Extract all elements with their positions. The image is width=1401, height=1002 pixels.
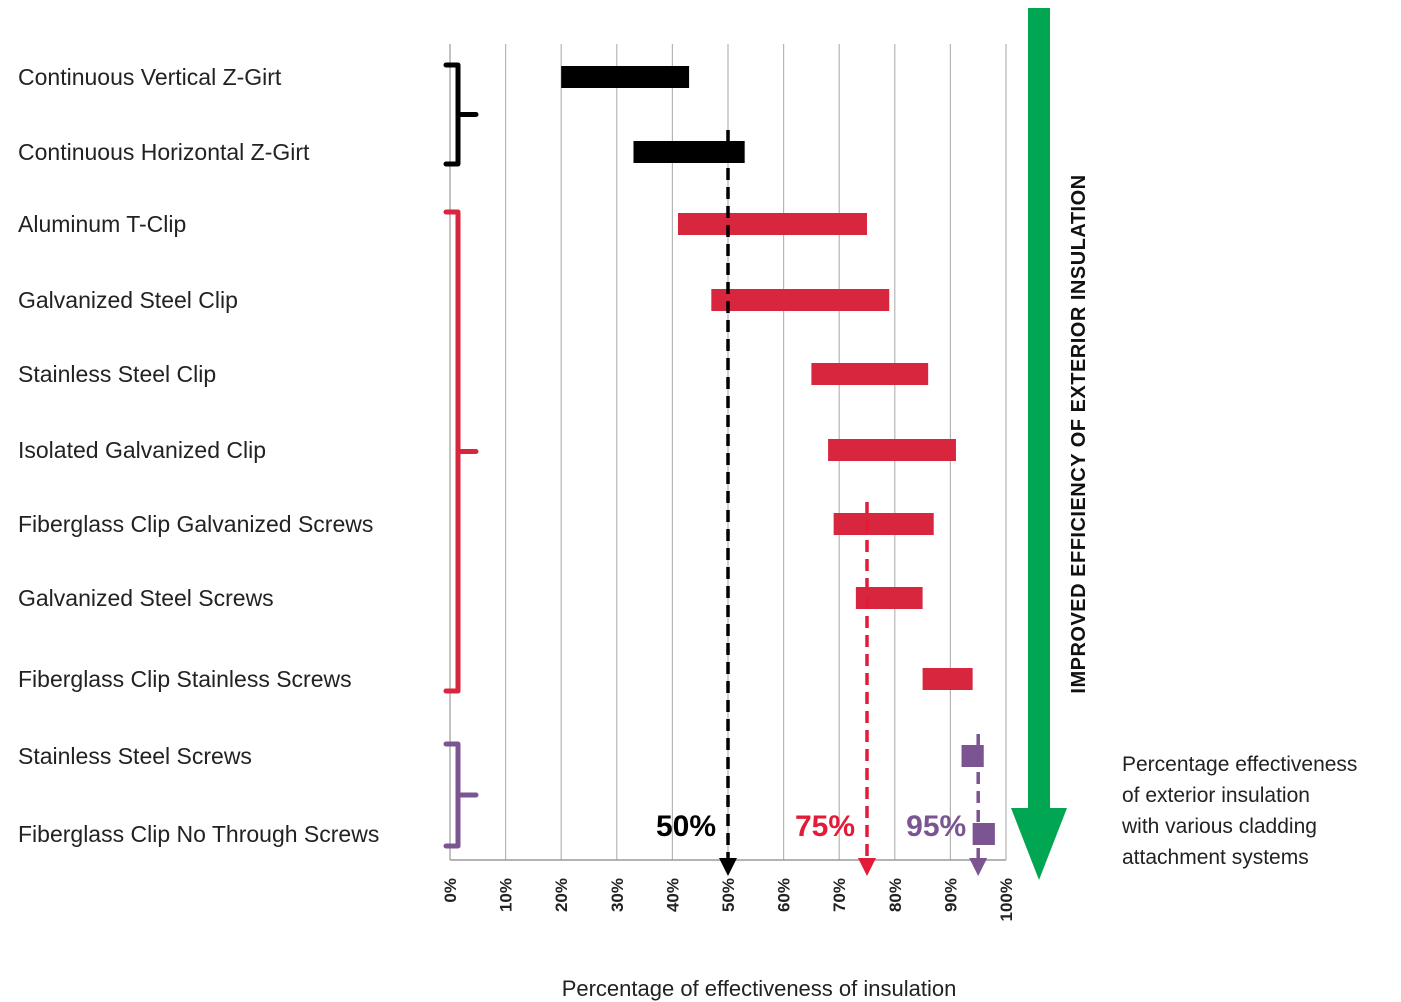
- range-bar: [711, 289, 890, 311]
- category-labels: Continuous Vertical Z-Girt Continuous Hor…: [18, 64, 379, 847]
- x-tick-labels: 0% 10% 20% 30% 40% 50% 60% 70% 80% 90% 100%: [441, 878, 1016, 921]
- category-label: Stainless Steel Clip: [18, 361, 216, 387]
- category-label: Stainless Steel Screws: [18, 743, 252, 769]
- group-bracket: [443, 209, 479, 694]
- range-bar: [561, 66, 690, 88]
- x-tick-label: 0%: [441, 878, 460, 903]
- marker-label: 75%: [795, 810, 855, 843]
- efficiency-arrow: IMPROVED EFFICIENCY OF EXTERIOR INSULATI…: [1011, 8, 1090, 880]
- marker-arrowhead: [719, 858, 737, 876]
- group-bracket: [443, 62, 479, 167]
- caption-line: with various cladding: [1121, 815, 1317, 838]
- range-bar: [633, 141, 745, 163]
- marker-label: 50%: [656, 810, 716, 843]
- x-tick-label: 90%: [941, 878, 960, 912]
- category-label: Fiberglass Clip Galvanized Screws: [18, 511, 373, 537]
- x-tick-label: 70%: [830, 878, 849, 912]
- range-bar: [677, 213, 867, 235]
- threshold-markers: 50% 75% 95%: [656, 130, 988, 876]
- range-bar: [972, 823, 995, 845]
- x-tick-label: 50%: [719, 878, 738, 912]
- category-label: Galvanized Steel Clip: [18, 287, 238, 313]
- category-label: Continuous Horizontal Z-Girt: [18, 139, 310, 165]
- x-tick-label: 60%: [775, 878, 794, 912]
- x-tick-label: 40%: [663, 878, 682, 912]
- category-label: Isolated Galvanized Clip: [18, 437, 266, 463]
- marker-label: 95%: [906, 810, 966, 843]
- efficiency-arrow-head: [1011, 808, 1067, 880]
- x-axis-title: Percentage of effectiveness of insulatio…: [562, 976, 957, 1001]
- range-bar: [828, 439, 956, 461]
- x-tick-label: 30%: [608, 878, 627, 912]
- caption-line: Percentage effectiveness: [1122, 753, 1357, 776]
- x-tick-label: 10%: [497, 878, 516, 912]
- chart-caption: Percentage effectiveness of exterior insu…: [1121, 753, 1357, 869]
- range-bar: [811, 363, 929, 385]
- efficiency-arrow-label: IMPROVED EFFICIENCY OF EXTERIOR INSULATI…: [1068, 174, 1090, 693]
- x-tick-label: 100%: [997, 878, 1016, 921]
- range-bar: [961, 745, 984, 767]
- x-tick-label: 80%: [886, 878, 905, 912]
- efficiency-arrow-shaft: [1028, 8, 1050, 808]
- category-label: Aluminum T-Clip: [18, 211, 186, 237]
- category-label: Continuous Vertical Z-Girt: [18, 64, 282, 90]
- caption-line: attachment systems: [1122, 846, 1309, 869]
- group-bracket: [443, 741, 479, 849]
- group-brackets: [443, 62, 479, 849]
- range-bar: [922, 668, 973, 690]
- category-label: Fiberglass Clip No Through Screws: [18, 821, 379, 847]
- category-label: Galvanized Steel Screws: [18, 585, 274, 611]
- range-bar: [855, 587, 923, 609]
- marker-arrowhead: [858, 858, 876, 876]
- range-bar: [833, 513, 934, 535]
- caption-line: of exterior insulation: [1122, 784, 1310, 807]
- range-bars: [561, 66, 995, 845]
- marker-arrowhead: [969, 858, 988, 876]
- category-label: Fiberglass Clip Stainless Screws: [18, 666, 352, 692]
- x-tick-label: 20%: [552, 878, 571, 912]
